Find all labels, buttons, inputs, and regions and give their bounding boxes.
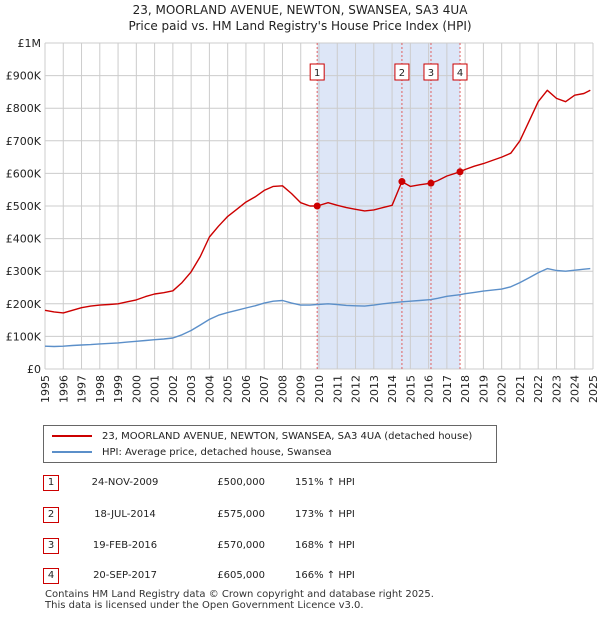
transaction-price: £570,000 bbox=[217, 540, 265, 551]
transaction-price: £605,000 bbox=[217, 570, 265, 581]
y-tick-label: £700K bbox=[6, 135, 42, 148]
y-tick-label: £200K bbox=[6, 298, 42, 311]
x-tick-label: 2009 bbox=[295, 375, 308, 403]
footer-license: This data is licensed under the Open Gov… bbox=[45, 600, 364, 611]
transaction-row: 3 19-FEB-2016 £570,000 168% ↑ HPI bbox=[0, 538, 600, 556]
legend-label-property: 23, MOORLAND AVENUE, NEWTON, SWANSEA, SA… bbox=[102, 430, 473, 442]
transaction-date: 20-SEP-2017 bbox=[93, 570, 157, 581]
sale-point bbox=[456, 168, 464, 176]
x-tick-label: 2002 bbox=[167, 375, 180, 403]
price-chart: £0 £100K £200K £300K £400K £500K £600K £700K £80… bbox=[6, 37, 600, 403]
sale-number-box bbox=[394, 63, 410, 81]
x-tick-label: 2025 bbox=[587, 375, 600, 403]
transaction-number-badge: 4 bbox=[43, 568, 59, 584]
sale-point bbox=[427, 179, 435, 187]
x-tick-label: 2013 bbox=[368, 375, 381, 403]
x-tick-label: 2020 bbox=[496, 375, 509, 403]
legend-swatch-property bbox=[52, 435, 92, 437]
x-tick-label: 2022 bbox=[532, 375, 545, 403]
transaction-hpi-change: 166% ↑ HPI bbox=[295, 570, 355, 581]
x-tick-label: 2007 bbox=[258, 375, 271, 403]
transaction-price: £575,000 bbox=[217, 509, 265, 520]
x-tick-label: 2017 bbox=[441, 375, 454, 403]
x-tick-label: 1995 bbox=[39, 375, 52, 403]
legend-swatch-hpi bbox=[52, 451, 92, 453]
y-tick-label: £800K bbox=[6, 102, 42, 115]
y-tick-label: £400K bbox=[6, 233, 42, 246]
x-tick-label: 1997 bbox=[76, 375, 89, 403]
x-tick-label: 1998 bbox=[94, 375, 107, 403]
y-tick-label: £100K bbox=[6, 330, 42, 343]
transaction-date: 19-FEB-2016 bbox=[92, 540, 158, 551]
sale-number-box bbox=[309, 63, 325, 81]
y-tick-label: £0 bbox=[27, 363, 41, 376]
x-tick-label: 2011 bbox=[331, 375, 344, 403]
x-tick-label: 2024 bbox=[569, 375, 582, 403]
transaction-hpi-change: 168% ↑ HPI bbox=[295, 540, 355, 551]
transaction-date: 24-NOV-2009 bbox=[91, 477, 159, 488]
chart-subtitle: Price paid vs. HM Land Registry's House … bbox=[128, 19, 472, 33]
x-tick-label: 1996 bbox=[57, 375, 70, 403]
sale-number-box bbox=[423, 63, 439, 81]
x-tick-label: 2005 bbox=[222, 375, 235, 403]
legend-item-hpi: HPI: Average price, detached house, Swan… bbox=[52, 445, 332, 459]
x-tick-label: 2016 bbox=[423, 375, 436, 403]
y-tick-label: £900K bbox=[6, 70, 42, 83]
transaction-number-badge: 1 bbox=[43, 475, 59, 491]
sale-number-box bbox=[452, 63, 468, 81]
sale-number-label: 4 bbox=[457, 68, 463, 79]
x-tick-label: 2003 bbox=[185, 375, 198, 403]
x-tick-label: 2021 bbox=[514, 375, 527, 403]
x-tick-label: 2000 bbox=[130, 375, 143, 403]
x-tick-label: 1999 bbox=[112, 375, 125, 403]
transaction-price: £500,000 bbox=[217, 477, 265, 488]
y-tick-label: £300K bbox=[6, 265, 42, 278]
transaction-number-badge: 3 bbox=[43, 538, 59, 554]
x-tick-label: 2006 bbox=[240, 375, 253, 403]
chart-legend: 23, MOORLAND AVENUE, NEWTON, SWANSEA, SA… bbox=[43, 425, 497, 463]
legend-label-hpi: HPI: Average price, detached house, Swan… bbox=[102, 446, 332, 458]
footer-note: Contains HM Land Registry data © Crown c… bbox=[45, 589, 434, 611]
transaction-row: 2 18-JUL-2014 £575,000 173% ↑ HPI bbox=[0, 507, 600, 525]
transaction-row: 4 20-SEP-2017 £605,000 166% ↑ HPI bbox=[0, 568, 600, 586]
x-tick-label: 2023 bbox=[550, 375, 563, 403]
x-tick-label: 2004 bbox=[203, 375, 216, 403]
transaction-date: 18-JUL-2014 bbox=[94, 509, 156, 520]
x-tick-label: 2010 bbox=[313, 375, 326, 403]
transaction-hpi-change: 151% ↑ HPI bbox=[295, 477, 355, 488]
hpi-line bbox=[44, 267, 591, 348]
transaction-row: 1 24-NOV-2009 £500,000 151% ↑ HPI bbox=[0, 475, 600, 493]
x-tick-label: 2018 bbox=[459, 375, 472, 403]
x-tick-label: 2012 bbox=[350, 375, 363, 403]
x-tick-label: 2008 bbox=[276, 375, 289, 403]
legend-item-property: 23, MOORLAND AVENUE, NEWTON, SWANSEA, SA… bbox=[52, 429, 472, 443]
sale-number-label: 1 bbox=[314, 68, 320, 79]
sale-number-label: 3 bbox=[428, 68, 434, 79]
x-tick-label: 2015 bbox=[404, 375, 417, 403]
transaction-hpi-change: 173% ↑ HPI bbox=[295, 509, 355, 520]
footer-copyright: Contains HM Land Registry data © Crown c… bbox=[45, 589, 434, 600]
x-tick-label: 2001 bbox=[149, 375, 162, 403]
y-tick-label: £500K bbox=[6, 200, 42, 213]
sale-point bbox=[398, 178, 406, 186]
y-tick-label: £1M bbox=[18, 37, 42, 50]
chart-title: 23, MOORLAND AVENUE, NEWTON, SWANSEA, SA… bbox=[132, 3, 468, 17]
transaction-number-badge: 2 bbox=[43, 507, 59, 523]
sale-number-label: 2 bbox=[399, 68, 405, 79]
x-tick-label: 2019 bbox=[477, 375, 490, 403]
y-tick-label: £600K bbox=[6, 167, 42, 180]
x-tick-label: 2014 bbox=[386, 375, 399, 403]
sale-point bbox=[313, 202, 321, 210]
